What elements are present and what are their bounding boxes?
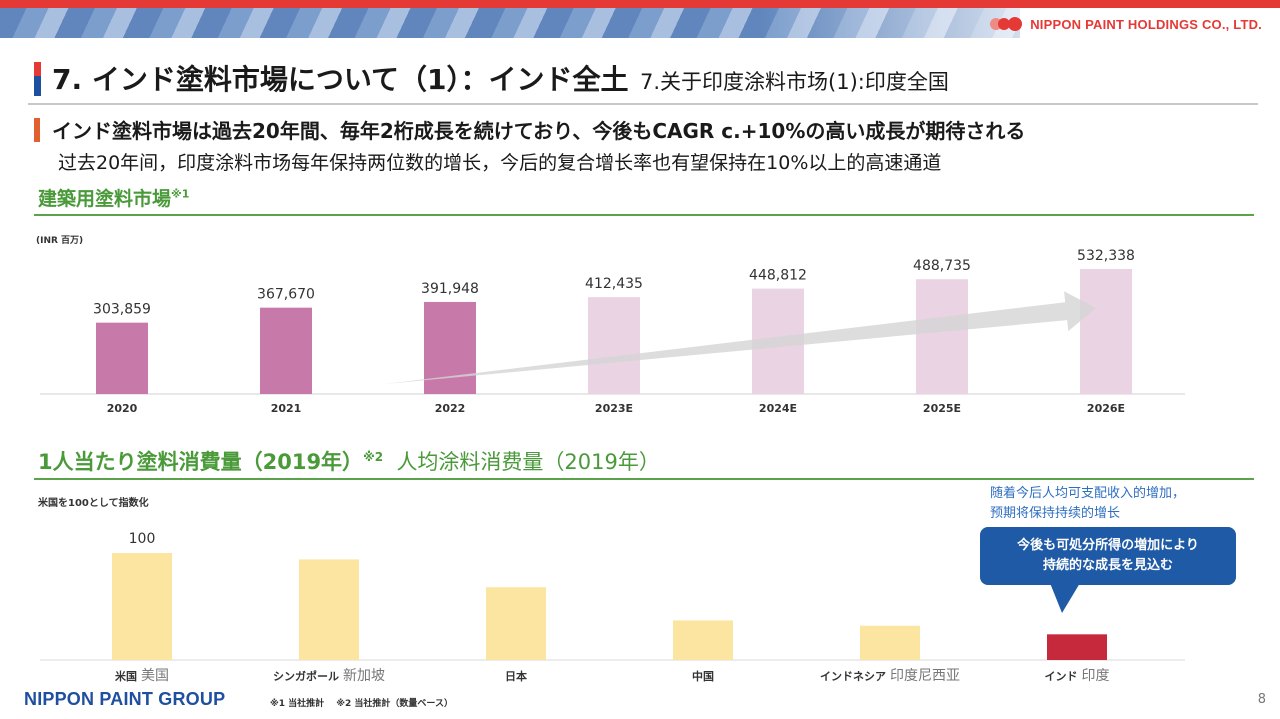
category-label: 2025E (923, 402, 961, 415)
actual-bar (96, 322, 148, 394)
growth-note-cn: 随着今后人均可支配收入的增加， 预期将保持持续的增长 (990, 486, 1186, 521)
estimate-bar (916, 279, 968, 394)
consumption-chart-title-cn: 人均涂料消费量（2019年） (396, 450, 660, 474)
section2-divider (34, 478, 1254, 480)
consumption-bar (860, 625, 920, 660)
category-label: 2026E (1087, 402, 1125, 415)
data-label: 448,812 (749, 268, 807, 284)
data-label: 412,435 (585, 276, 643, 292)
actual-bar (260, 307, 312, 394)
category-label: 2020 (107, 402, 138, 415)
lead-headline: インド塗料市場は過去20年間、毎年2桁成長を続けており、今後もCAGR c.+1… (52, 119, 1026, 143)
category-label: インド 印度 (1045, 668, 1110, 684)
footer-brand: NIPPON PAINT GROUP (24, 689, 226, 709)
title-accent-bar (34, 62, 41, 96)
category-label: 2024E (759, 402, 797, 415)
callout-pointer (1050, 583, 1080, 613)
category-label-jp: インドネシア (820, 670, 886, 683)
page-title: 7. インド塗料市場について（1）：インド全土 (52, 63, 629, 96)
brand-name: NIPPON PAINT HOLDINGS CO., LTD. (1030, 16, 1262, 32)
lead-headline-cn: 过去20年间，印度涂料市场每年保持两位数的增长，今后的复合增长率也有望保持在10… (58, 152, 942, 174)
data-label: 367,670 (257, 287, 315, 303)
index-note: 米国を100として指数化 (38, 498, 149, 509)
page-title-cn: 7.关于印度涂料市场(1):印度全国 (640, 70, 949, 94)
category-label: 日本 (505, 669, 527, 683)
market-chart-title: 建築用塗料市場※1 (38, 187, 190, 210)
consumption-bar (673, 620, 733, 660)
nippon-paint-logo-icon (990, 14, 1024, 34)
estimate-bar (588, 297, 640, 394)
data-label: 391,948 (421, 281, 479, 297)
market-chart-unit: (INR 百万) (36, 236, 84, 246)
top-red-band (0, 0, 1280, 8)
category-label: インドネシア 印度尼西亚 (820, 668, 960, 684)
footnote-mark-1: ※1 (171, 187, 190, 201)
data-label: 488,735 (913, 258, 971, 274)
consumption-chart: 100 米国 美国 シンガポール 新加坡 日本 中国 インドネシア 印度尼西亚 インド 印度 (40, 531, 1185, 684)
category-label-jp: 米国 (114, 669, 137, 683)
category-label: 2023E (595, 402, 633, 415)
category-label: シンガポール 新加坡 (273, 668, 385, 684)
title-accent-bar-top (34, 62, 41, 76)
footnotes: ※1 当社推計 ※2 当社推計（数量ベース） (270, 699, 453, 709)
category-label: 米国 美国 (114, 668, 169, 684)
footnote-mark-2: ※2 (363, 450, 384, 464)
category-label-cn: 印度 (1082, 668, 1110, 684)
category-label: 2022 (435, 402, 466, 415)
growth-callout: 今後も可処分所得の増加により 持続的な成長を見込む (980, 527, 1236, 585)
category-label-cn: 新加坡 (343, 668, 385, 684)
category-label-jp: インド (1045, 670, 1078, 683)
estimate-bar (1080, 269, 1132, 394)
consumption-bar (486, 587, 546, 660)
highlight-bar (1047, 634, 1107, 660)
category-label-cn: 美国 (141, 668, 169, 684)
data-label: 532,338 (1077, 248, 1135, 264)
consumption-bar (112, 553, 172, 660)
growth-arrow-shape (384, 291, 1096, 384)
category-label: 2021 (271, 402, 302, 415)
title-divider (28, 103, 1258, 105)
company-brand: NIPPON PAINT HOLDINGS CO., LTD. (990, 14, 1262, 34)
category-label-jp: シンガポール (273, 669, 339, 683)
category-label-cn: 印度尼西亚 (890, 668, 960, 684)
growth-arrow (384, 291, 1096, 384)
consumption-bar (299, 559, 359, 660)
actual-bar (424, 301, 476, 394)
category-label-jp: 日本 (505, 669, 527, 683)
lead-accent-bar (34, 118, 40, 142)
data-label: 100 (129, 531, 156, 547)
consumption-chart-title: 1人当たり塗料消費量（2019年）※2 人均涂料消费量（2019年） (38, 450, 660, 474)
page-number: 8 (1257, 692, 1266, 707)
category-label-jp: 中国 (692, 669, 714, 683)
section1-divider (34, 214, 1254, 216)
market-size-chart: 303,859 2020 367,670 2021 391,948 2022 412,435… (40, 248, 1185, 415)
category-label: 中国 (692, 669, 714, 683)
data-label: 303,859 (93, 302, 151, 318)
